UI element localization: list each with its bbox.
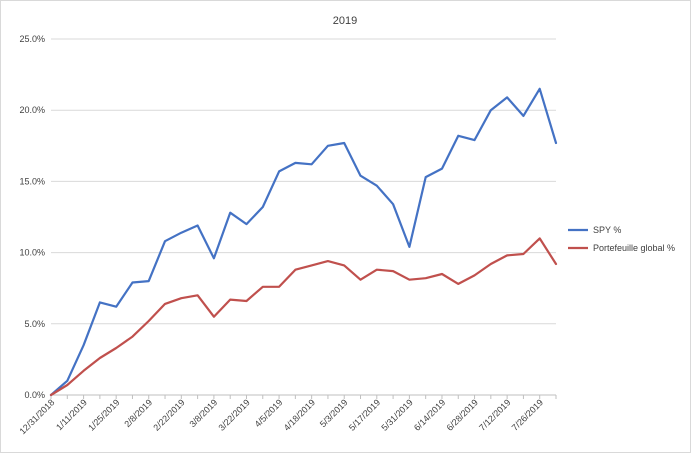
series-line xyxy=(49,87,558,397)
x-tick-label: 7/26/2019 xyxy=(510,397,545,432)
x-tick-label: 6/28/2019 xyxy=(445,397,480,432)
gridlines xyxy=(51,38,556,396)
y-tick-label: 10.0% xyxy=(19,248,45,258)
x-tick-label: 5/17/2019 xyxy=(347,397,382,432)
series-line xyxy=(49,237,558,397)
legend-label: SPY % xyxy=(593,225,621,235)
x-tick-label: 4/18/2019 xyxy=(282,397,317,432)
x-tick-label: 5/3/2019 xyxy=(318,397,350,429)
y-tick-label: 5.0% xyxy=(24,319,45,329)
legend: SPY % Portefeuille global % xyxy=(568,225,675,253)
x-tick-label: 2/8/2019 xyxy=(122,397,154,429)
x-tick-label: 3/8/2019 xyxy=(187,397,219,429)
x-tick-label: 2/22/2019 xyxy=(151,397,186,432)
y-tick-label: 0.0% xyxy=(24,390,45,400)
y-tick-label: 20.0% xyxy=(19,105,45,115)
series-lines xyxy=(49,87,558,397)
chart-title: 2019 xyxy=(333,15,357,27)
x-tick-label: 6/14/2019 xyxy=(412,397,447,432)
y-tick-label: 25.0% xyxy=(19,34,45,44)
x-tick-label: 7/12/2019 xyxy=(477,397,512,432)
legend-label: Portefeuille global % xyxy=(593,243,675,253)
x-tick-label: 1/11/2019 xyxy=(54,397,89,432)
x-tick-label: 12/31/2018 xyxy=(17,397,56,436)
y-tick-label: 15.0% xyxy=(19,176,45,186)
y-axis-ticks: 0.0% 5.0% 10.0% 15.0% 20.0% 25.0% xyxy=(19,34,45,400)
x-tick-label: 5/31/2019 xyxy=(379,397,414,432)
x-tick-label: 4/5/2019 xyxy=(253,397,285,429)
x-tick-label: 1/25/2019 xyxy=(86,397,121,432)
x-tick-label: 3/22/2019 xyxy=(217,397,252,432)
